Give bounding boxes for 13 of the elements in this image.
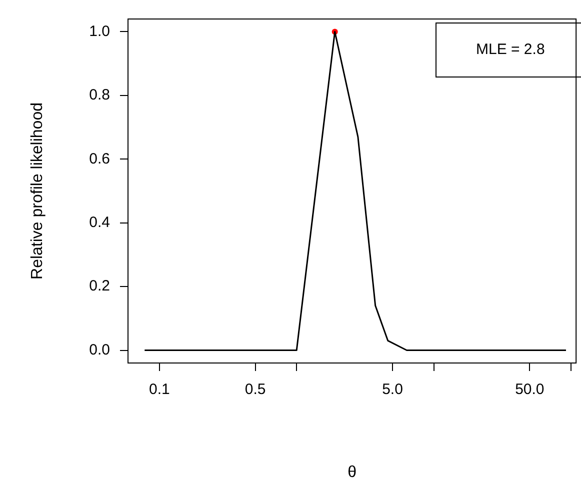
y-tick-label: 0.4: [89, 214, 110, 231]
x-tick-label: 0.5: [244, 381, 266, 398]
x-tick-label: 0.1: [149, 381, 170, 398]
y-tick-label: 0.6: [89, 150, 110, 168]
x-tick-label: 50.0: [515, 381, 544, 398]
annotation: MLE = 2.8: [476, 41, 545, 58]
y-tick-label: 1.0: [89, 22, 110, 40]
y-axis-title: Relative profile likelihood: [29, 102, 46, 280]
y-tick-label: 0.8: [89, 86, 110, 104]
y-tick-label: 0.0: [89, 341, 110, 358]
y-tick-label: 0.2: [89, 278, 110, 295]
x-axis-title: θ: [348, 464, 357, 481]
x-tick-label: 5.0: [382, 381, 403, 398]
